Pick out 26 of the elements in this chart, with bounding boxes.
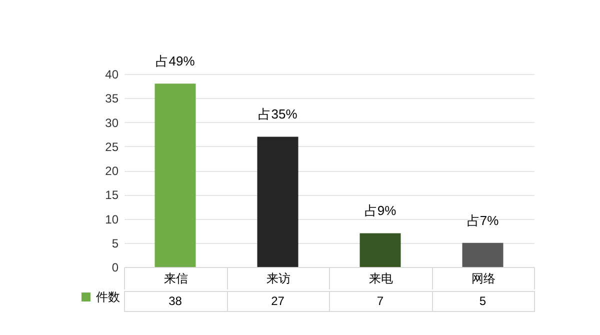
bar <box>462 242 504 267</box>
x-tick-label: 来信 <box>164 272 188 286</box>
y-tick-label: 35 <box>105 92 119 106</box>
y-tick-label: 5 <box>112 236 119 250</box>
data-label: 38 <box>168 294 182 308</box>
data-label: 5 <box>479 294 486 308</box>
data-label: 27 <box>271 294 285 308</box>
annotation: 占9% <box>364 203 397 218</box>
annotation: 占49% <box>156 54 196 69</box>
y-tick-label: 30 <box>105 116 119 130</box>
x-tick-label: 来访 <box>266 272 290 286</box>
y-tick-label: 15 <box>105 188 119 202</box>
bar <box>360 233 401 267</box>
bar <box>257 136 298 267</box>
data-label: 7 <box>376 294 384 308</box>
x-tick-label: 来电 <box>368 272 393 286</box>
y-tick-label: 40 <box>105 68 119 82</box>
bar <box>154 84 196 267</box>
annotation: 占35% <box>258 106 298 122</box>
y-tick-label: 20 <box>105 164 119 178</box>
y-tick-label: 0 <box>112 260 119 274</box>
x-tick-label: 网络 <box>471 272 496 286</box>
y-tick-label: 25 <box>105 140 119 154</box>
annotation: 占7% <box>466 212 500 228</box>
y-tick-label: 10 <box>105 212 119 226</box>
text: 件数 <box>96 290 120 304</box>
